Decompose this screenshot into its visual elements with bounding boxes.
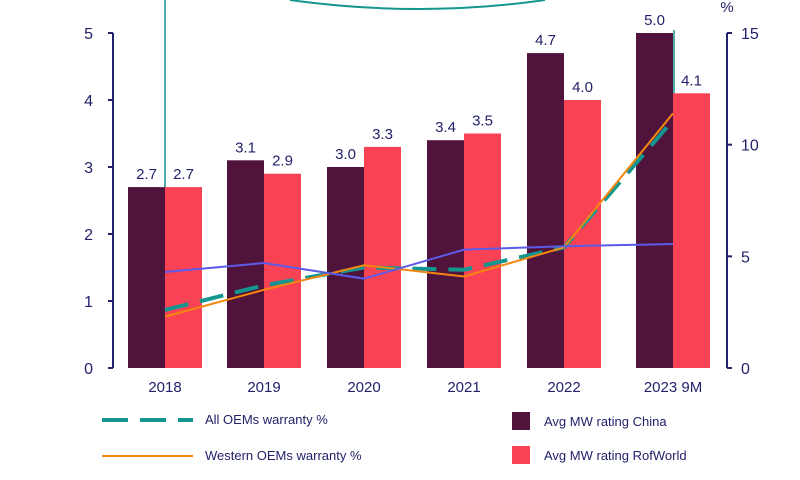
bar-china (527, 53, 564, 368)
x-tick-label: 2020 (347, 379, 380, 396)
series-line-1 (164, 112, 674, 318)
data-label: 4.7 (535, 32, 556, 49)
legend-china: Avg MW rating China (512, 412, 667, 430)
left-tick-label: 2 (84, 227, 93, 244)
data-label: 3.0 (335, 146, 356, 163)
x-tick-label: 2022 (547, 379, 580, 396)
data-label: 5.0 (644, 12, 665, 29)
legend-swatch-china (512, 412, 530, 430)
bar-rofworld (564, 100, 601, 368)
bar-rofworld (165, 187, 202, 368)
legend-label: Western OEMs warranty % (205, 448, 362, 463)
data-label: 4.1 (681, 72, 702, 89)
bar-rofworld (364, 146, 401, 368)
left-tick-label: 0 (84, 361, 93, 378)
x-tick-label: 2019 (247, 379, 280, 396)
x-tick-label: 2018 (148, 379, 181, 396)
data-label: 3.1 (235, 139, 256, 156)
series-line-2 (164, 243, 674, 280)
legend-swatch-line (102, 454, 193, 457)
annotation-arc (289, 0, 546, 10)
left-tick-label: 4 (84, 93, 93, 110)
left-tick-label: 3 (84, 160, 93, 177)
data-label: 4.0 (572, 79, 593, 96)
data-label: 2.7 (136, 166, 157, 183)
legend-western-oems: Western OEMs warranty % (100, 448, 362, 463)
right-tick-label: 5 (741, 249, 750, 266)
data-label: 3.3 (372, 126, 393, 143)
data-label: 2.7 (173, 166, 194, 183)
legend-all-oems: All OEMs warranty % (100, 412, 328, 427)
bar-china (636, 33, 673, 368)
bar-china (128, 187, 165, 368)
bar-rofworld (464, 133, 501, 368)
x-tick-label: 2021 (447, 379, 480, 396)
bar-rofworld (264, 173, 301, 368)
right-axis-label: % (720, 0, 733, 16)
data-label: 3.4 (435, 119, 456, 136)
legend-label: Avg MW rating RofWorld (544, 447, 687, 463)
x-tick-label: 2023 9M (644, 379, 702, 396)
legend-label: Avg MW rating China (544, 413, 667, 429)
data-label: 3.5 (472, 113, 493, 130)
left-tick-label: 1 (84, 294, 93, 311)
right-tick-label: 15 (741, 26, 759, 43)
legend-swatch-dashed (102, 417, 193, 422)
left-tick-label: 5 (84, 26, 93, 43)
legend-swatch-rofworld (512, 446, 530, 464)
data-label: 2.9 (272, 153, 293, 170)
right-tick-label: 10 (741, 138, 759, 155)
legend-rofworld: Avg MW rating RofWorld (512, 446, 687, 464)
legend-label: All OEMs warranty % (205, 412, 328, 427)
right-tick-label: 0 (741, 361, 750, 378)
bar-rofworld (673, 93, 710, 369)
